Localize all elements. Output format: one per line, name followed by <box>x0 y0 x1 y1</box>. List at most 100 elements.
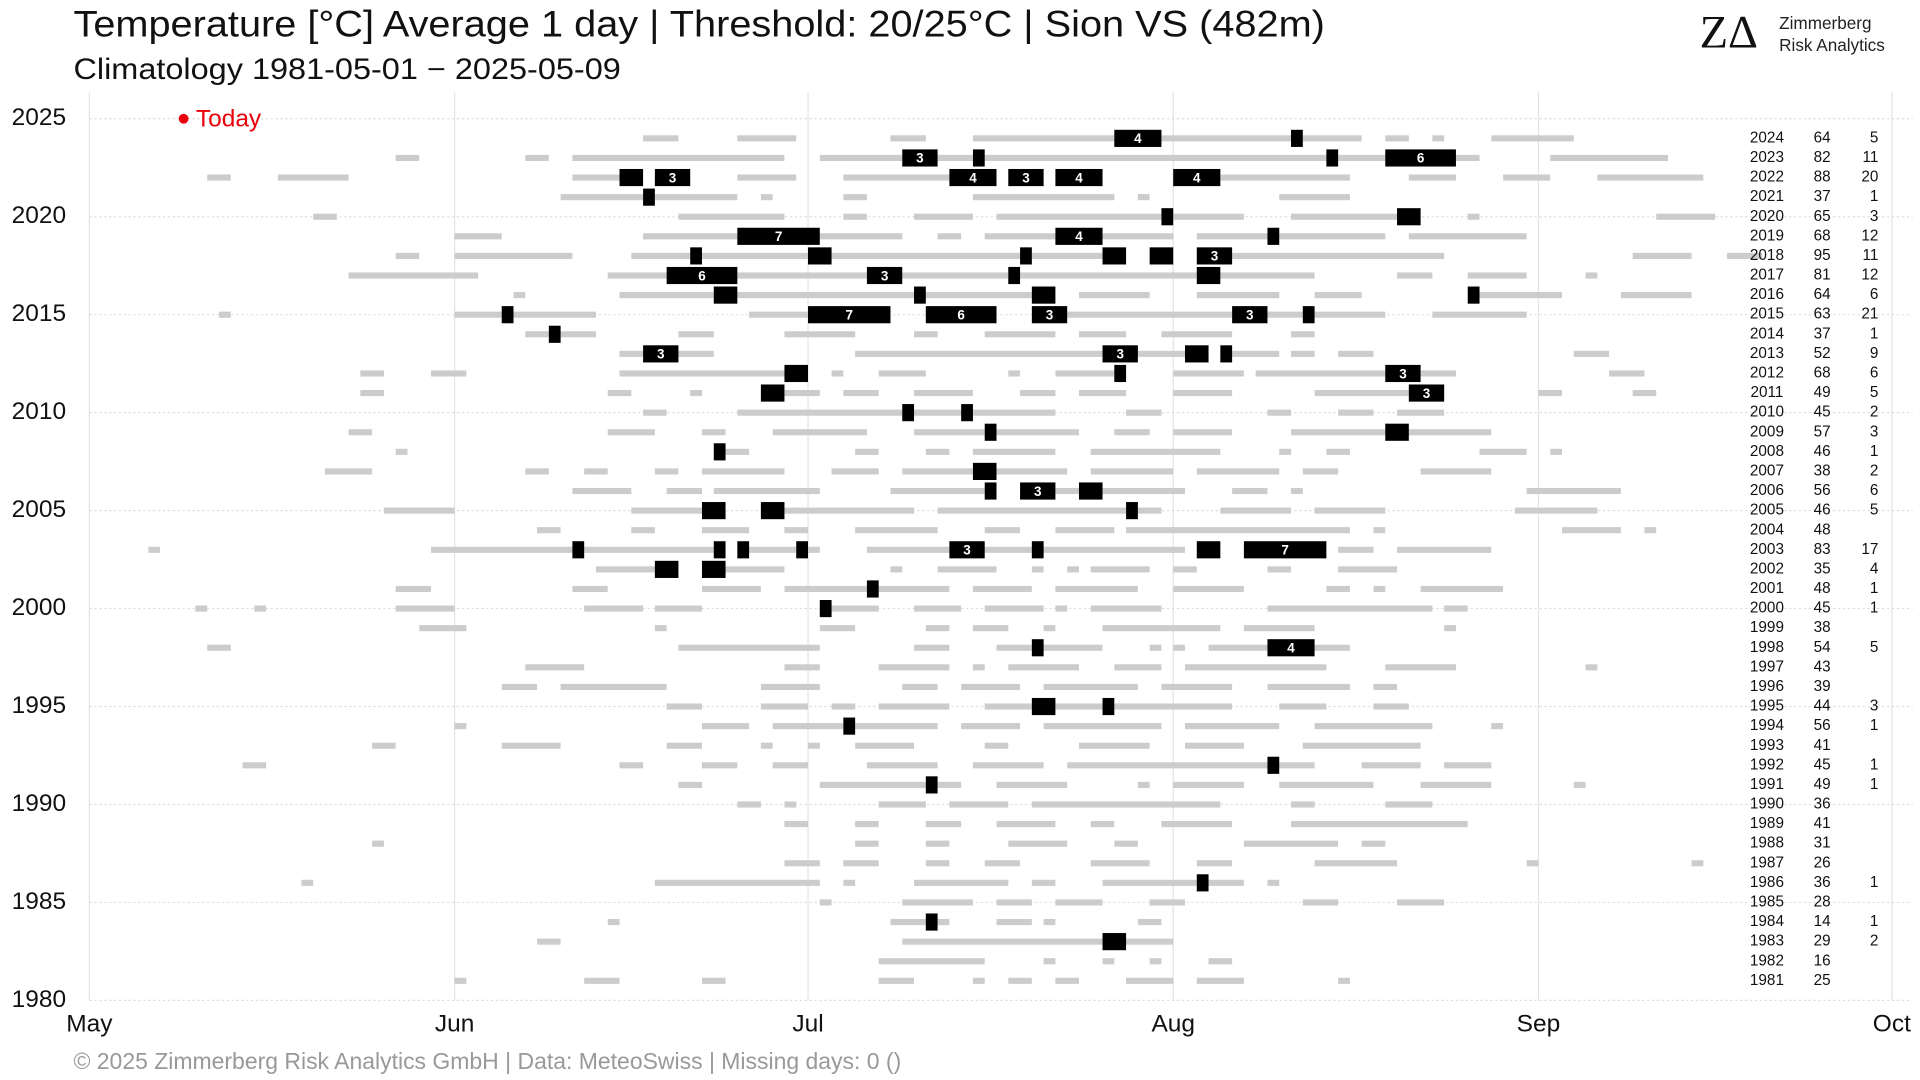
run-label: 3 <box>881 268 888 283</box>
gray-run <box>737 292 915 299</box>
table-days-25: 1 <box>1870 874 1879 891</box>
gray-run <box>1609 370 1645 377</box>
gray-run <box>1420 585 1504 593</box>
gray-run <box>1385 664 1456 671</box>
table-days-25: 12 <box>1861 227 1878 244</box>
gray-run <box>1432 135 1445 142</box>
gray-run <box>207 644 231 651</box>
x-tick-label: Aug <box>1151 1010 1195 1037</box>
run-label: 3 <box>916 151 923 166</box>
black-run <box>902 404 915 422</box>
table-days-25: 20 <box>1861 169 1878 186</box>
gray-run <box>1255 370 1386 377</box>
table-days-25: 9 <box>1870 345 1879 362</box>
chart-title: Temperature [°C] Average 1 day | Thresho… <box>73 4 1324 45</box>
gray-run <box>972 194 1115 201</box>
gray-run <box>784 801 797 808</box>
gray-run <box>431 370 467 377</box>
run-label: 3 <box>1034 484 1041 499</box>
black-run <box>1031 541 1044 559</box>
gray-run <box>1090 468 1174 475</box>
gray-run <box>525 331 549 338</box>
gray-run <box>914 429 985 436</box>
gray-run <box>737 409 903 416</box>
table-days-20: 52 <box>1814 345 1831 362</box>
table-year: 1986 <box>1750 874 1784 891</box>
gray-run <box>784 507 915 514</box>
table-year: 2020 <box>1750 208 1784 225</box>
gray-run <box>666 742 702 749</box>
table-days-20: 88 <box>1814 169 1831 186</box>
gray-run <box>937 918 950 926</box>
gray-run <box>737 801 761 808</box>
table-days-20: 65 <box>1814 208 1831 225</box>
gray-run <box>843 879 856 886</box>
gray-run <box>501 683 538 690</box>
gray-run <box>1291 213 1398 220</box>
table-days-25: 5 <box>1870 129 1879 146</box>
gray-run <box>914 213 973 220</box>
gray-run <box>855 742 915 749</box>
table-days-25: 3 <box>1870 698 1879 715</box>
gray-run <box>843 174 950 181</box>
gray-run <box>984 527 1021 534</box>
gray-run <box>961 723 1021 730</box>
gray-run <box>725 566 785 573</box>
gray-run <box>560 683 667 690</box>
gray-run <box>855 723 938 730</box>
table-days-20: 38 <box>1814 462 1831 479</box>
gray-run <box>925 821 962 828</box>
gray-run <box>701 429 726 436</box>
gray-run <box>383 507 455 514</box>
black-run <box>1126 502 1138 520</box>
black-run <box>701 560 726 578</box>
black-run <box>1031 306 1068 324</box>
gray-run <box>831 468 879 475</box>
gray-run <box>772 762 809 769</box>
table-year: 1991 <box>1750 776 1784 793</box>
gray-run <box>701 468 785 475</box>
gray-run <box>1114 429 1150 436</box>
today-marker <box>178 113 189 124</box>
table-year: 1995 <box>1750 698 1784 715</box>
gray-run <box>1338 546 1374 553</box>
gray-run <box>1455 154 1480 162</box>
table-year: 2015 <box>1750 306 1784 323</box>
gray-run <box>914 409 962 416</box>
gray-run <box>1538 390 1562 397</box>
gray-run <box>937 233 962 240</box>
gray-run <box>996 821 1056 828</box>
black-run <box>808 247 832 265</box>
marks <box>148 129 1763 984</box>
logo-line: Zimmerberg <box>1779 13 1871 33</box>
gray-run <box>701 252 809 259</box>
table-days-20: 48 <box>1814 521 1831 538</box>
gray-run <box>914 879 1009 886</box>
gray-run <box>1291 331 1315 338</box>
run-label: 3 <box>657 347 664 362</box>
gray-run <box>902 272 1009 279</box>
gray-run <box>878 370 926 377</box>
gray-run <box>1267 311 1303 318</box>
gray-run <box>454 252 573 259</box>
gray-run <box>1361 840 1386 847</box>
gray-run <box>984 154 1327 162</box>
gray-run <box>1184 664 1327 671</box>
gray-run <box>1491 723 1504 730</box>
gray-run <box>972 409 1056 416</box>
table-year: 1997 <box>1750 658 1784 675</box>
gray-run <box>1126 527 1350 534</box>
black-run <box>796 541 809 559</box>
table-year: 2008 <box>1750 443 1784 460</box>
gray-run <box>1173 390 1233 397</box>
gray-run <box>1184 742 1244 749</box>
table-days-25: 11 <box>1862 247 1878 264</box>
gray-run <box>560 194 644 201</box>
gray-run <box>1196 292 1280 299</box>
gray-run <box>737 272 867 279</box>
run-label: 7 <box>846 307 853 322</box>
table-year: 2005 <box>1750 502 1784 519</box>
gray-run <box>513 292 526 299</box>
gray-run <box>1008 977 1032 984</box>
gray-run <box>1090 860 1150 867</box>
